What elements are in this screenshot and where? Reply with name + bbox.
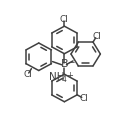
Text: NH: NH (49, 72, 64, 82)
Text: 4: 4 (62, 75, 67, 84)
Text: Cl: Cl (92, 32, 101, 41)
Text: −: − (66, 57, 74, 66)
Text: B: B (61, 59, 68, 69)
Text: Cl: Cl (23, 70, 32, 79)
Text: Cl: Cl (79, 94, 88, 103)
Text: +: + (66, 72, 74, 80)
Text: Cl: Cl (60, 15, 69, 24)
